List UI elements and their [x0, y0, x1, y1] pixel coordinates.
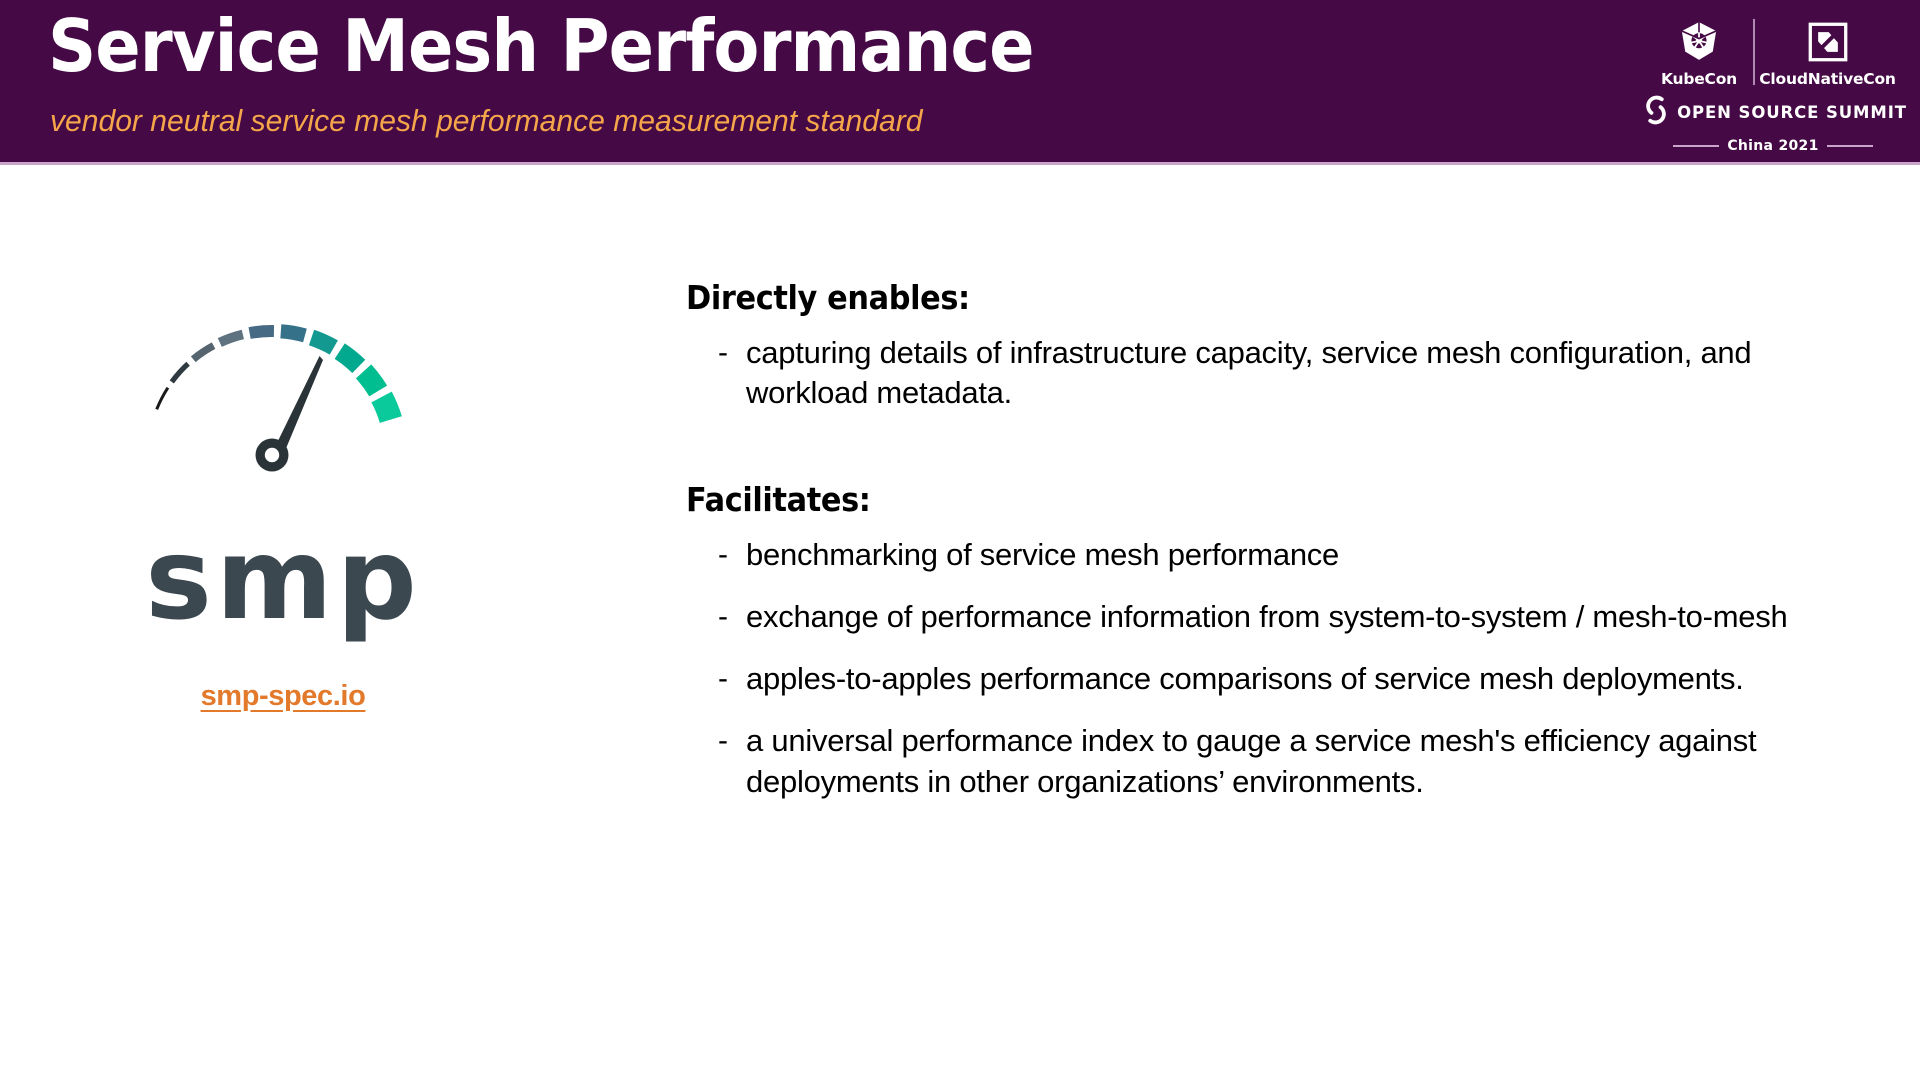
- open-source-summit-s-icon: [1639, 91, 1673, 134]
- bullet-marker: -: [718, 537, 728, 571]
- open-source-summit-row: OPEN SOURCE SUMMIT: [1646, 91, 1906, 134]
- rule-right: [1826, 145, 1873, 147]
- bullet-text: benchmarking of service mesh performance: [746, 536, 1340, 572]
- page-subtitle: vendor neutral service mesh performance …: [50, 103, 923, 138]
- gauge-tick-6: [308, 329, 338, 355]
- conference-location-row: China 2021: [1648, 138, 1898, 154]
- bullet-marker: -: [718, 599, 728, 633]
- bullet-marker: -: [718, 336, 728, 369]
- conference-brands-row: KubeCon CloudNativeCon: [1648, 6, 1898, 88]
- bullet-marker: -: [718, 662, 728, 696]
- smp-spec-link[interactable]: smp-spec.io: [200, 680, 366, 712]
- cloudnativecon-label: CloudNativeCon: [1759, 70, 1896, 88]
- conference-location-label: China 2021: [1727, 138, 1819, 154]
- bullet-item: - capturing details of infrastructure cap…: [686, 333, 1876, 414]
- kubecon-brand: KubeCon: [1653, 18, 1746, 88]
- cloudnativecon-brand: CloudNativeCon: [1759, 18, 1896, 88]
- header-band: Service Mesh Performance vendor neutral …: [0, 0, 1920, 165]
- gauge-tick-0: [155, 386, 170, 410]
- bullet-list: - benchmarking of service mesh performanc…: [686, 535, 1876, 802]
- bullet-text: capturing details of infrastructure capa…: [746, 335, 1752, 411]
- bullet-item: - exchange of performance information fro…: [686, 597, 1876, 637]
- gauge-tick-3: [217, 329, 245, 347]
- bullet-text: exchange of performance information from…: [746, 598, 1788, 634]
- conference-logo: KubeCon CloudNativeCon: [1646, 6, 1906, 158]
- gauge-tick-8: [355, 364, 388, 397]
- page-title: Service Mesh Performance: [48, 4, 1035, 88]
- smp-logo-block: smp smp-spec.io: [88, 300, 478, 713]
- kubecon-label: KubeCon: [1660, 70, 1738, 88]
- kubernetes-helm-icon: [1677, 18, 1721, 65]
- gauge-tick-2: [190, 342, 216, 363]
- section-heading: Directly enables:: [686, 278, 970, 317]
- bullet-text: a universal performance index to gauge a…: [746, 723, 1757, 799]
- speedometer-gauge-icon: [88, 300, 478, 530]
- bullet-text: apples-to-apples performance comparisons…: [746, 661, 1744, 697]
- bullet-item: - benchmarking of service mesh performanc…: [686, 535, 1876, 575]
- cncf-square-icon: [1807, 18, 1849, 65]
- open-source-summit-label: OPEN SOURCE SUMMIT: [1677, 103, 1907, 122]
- content-column: Directly enables: - capturing details of i…: [686, 278, 1876, 824]
- gauge-tick-1: [169, 361, 190, 384]
- bullet-marker: -: [718, 724, 728, 758]
- bullet-list: - capturing details of infrastructure cap…: [686, 333, 1876, 414]
- section-heading: Facilitates:: [686, 479, 871, 519]
- rule-left: [1673, 145, 1720, 147]
- gauge-tick-5: [280, 324, 307, 343]
- smp-wordmark: smp: [145, 515, 421, 645]
- bullet-item: -a universal performance index to gauge …: [686, 721, 1876, 802]
- gauge-tick-9: [371, 391, 402, 424]
- gauge-tick-7: [334, 343, 366, 374]
- logo-divider: [1752, 19, 1755, 85]
- gauge-tick-4: [248, 325, 275, 339]
- bullet-item: - apples-to-apples performance comparison…: [686, 659, 1876, 699]
